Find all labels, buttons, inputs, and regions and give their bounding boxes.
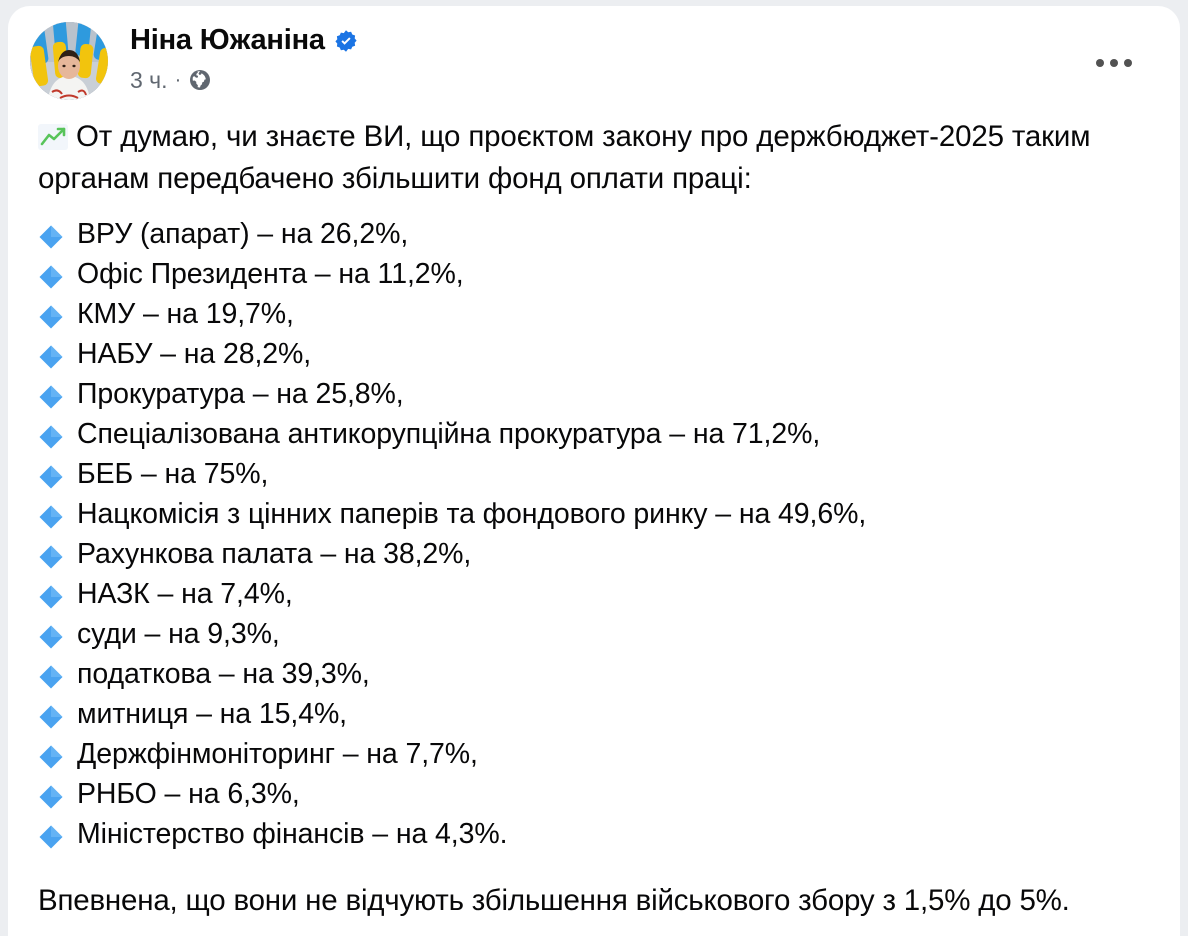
author-name-row: Ніна Южаніна [130, 24, 358, 57]
ellipsis-dot-3 [1124, 59, 1132, 67]
list-item-label: ВРУ (апарат) – на 26,2%, [77, 218, 409, 250]
list-item-label: Прокуратура – на 25,8%, [77, 378, 404, 410]
post-intro-text: От думаю, чи знаєте ВИ, що проєктом зако… [38, 120, 1091, 195]
blue-diamond-icon [38, 461, 64, 489]
facebook-post-card: Ніна Южаніна 3 ч. · [8, 6, 1180, 936]
blue-diamond-icon [38, 501, 64, 529]
blue-diamond-icon [38, 581, 64, 609]
chart-increasing-emoji [38, 120, 68, 150]
list-item: митниця – на 15,4%, [38, 694, 1154, 734]
blue-diamond-icon [38, 381, 64, 409]
list-item: ВРУ (апарат) – на 26,2%, [38, 214, 1154, 254]
post-header: Ніна Южаніна 3 ч. · [8, 6, 1180, 106]
list-item: Спеціалізована антикорупційна прокуратур… [38, 414, 1154, 454]
list-item-label: Спеціалізована антикорупційна прокуратур… [77, 418, 821, 450]
list-item-label: податкова – на 39,3%, [77, 658, 370, 690]
blue-diamond-icon [38, 261, 64, 289]
list-item-label: РНБО – на 6,3%, [77, 778, 300, 810]
list-item-label: НАБУ – на 28,2%, [77, 338, 312, 370]
blue-diamond-icon [38, 781, 64, 809]
blue-diamond-icon [38, 741, 64, 769]
post-intro-paragraph: От думаю, чи знаєте ВИ, що проєктом зако… [38, 106, 1154, 200]
list-item: Прокуратура – на 25,8%, [38, 374, 1154, 414]
list-item-label: суди – на 9,3%, [77, 618, 280, 650]
list-item-label: митниця – на 15,4%, [77, 698, 348, 730]
list-item-label: Рахункова палата – на 38,2%, [77, 538, 472, 570]
globe-icon[interactable] [188, 68, 212, 92]
blue-diamond-icon [38, 221, 64, 249]
list-item: РНБО – на 6,3%, [38, 774, 1154, 814]
list-item-label: Офіс Президента – на 11,2%, [77, 258, 464, 290]
post-meta: 3 ч. · [130, 68, 358, 92]
blue-diamond-icon [38, 821, 64, 849]
blue-diamond-icon [38, 701, 64, 729]
list-item: суди – на 9,3%, [38, 614, 1154, 654]
post-body: От думаю, чи знаєте ВИ, що проєктом зако… [8, 106, 1180, 922]
ellipsis-dot-2 [1110, 59, 1118, 67]
post-author-block: Ніна Южаніна 3 ч. · [130, 22, 358, 92]
blue-diamond-icon [38, 421, 64, 449]
list-item-label: Держфінмоніторинг – на 7,7%, [77, 738, 478, 770]
post-outro-paragraph: Впевнена, що вони не відчують збільшення… [38, 884, 1070, 917]
meta-separator: · [174, 69, 182, 92]
author-name[interactable]: Ніна Южаніна [130, 24, 325, 56]
list-item: податкова – на 39,3%, [38, 654, 1154, 694]
blue-diamond-icon [38, 341, 64, 369]
list-item: КМУ – на 19,7%, [38, 294, 1154, 334]
list-item-label: Нацкомісія з цінних паперів та фондового… [77, 498, 867, 530]
list-item: НАЗК – на 7,4%, [38, 574, 1154, 614]
list-item: Рахункова палата – на 38,2%, [38, 534, 1154, 574]
list-item: БЕБ – на 75%, [38, 454, 1154, 494]
list-item-label: БЕБ – на 75%, [77, 458, 269, 490]
post-more-options-button[interactable] [1090, 46, 1138, 80]
list-item-label: Міністерство фінансів – на 4,3%. [77, 818, 508, 850]
blue-diamond-icon [38, 621, 64, 649]
increase-list: ВРУ (апарат) – на 26,2%, Офіс Президента… [38, 214, 1154, 854]
list-item-label: НАЗК – на 7,4%, [77, 578, 293, 610]
list-item: Нацкомісія з цінних паперів та фондового… [38, 494, 1154, 534]
blue-diamond-icon [38, 301, 64, 329]
blue-diamond-icon [38, 541, 64, 569]
list-item: Офіс Президента – на 11,2%, [38, 254, 1154, 294]
list-item-label: КМУ – на 19,7%, [77, 298, 294, 330]
avatar[interactable] [30, 22, 108, 100]
post-timestamp[interactable]: 3 ч. [130, 66, 168, 93]
blue-diamond-icon [38, 661, 64, 689]
verified-badge-icon [334, 29, 358, 53]
list-item: Держфінмоніторинг – на 7,7%, [38, 734, 1154, 774]
list-item: НАБУ – на 28,2%, [38, 334, 1154, 374]
ellipsis-dot-1 [1096, 59, 1104, 67]
list-item: Міністерство фінансів – на 4,3%. [38, 814, 1154, 854]
